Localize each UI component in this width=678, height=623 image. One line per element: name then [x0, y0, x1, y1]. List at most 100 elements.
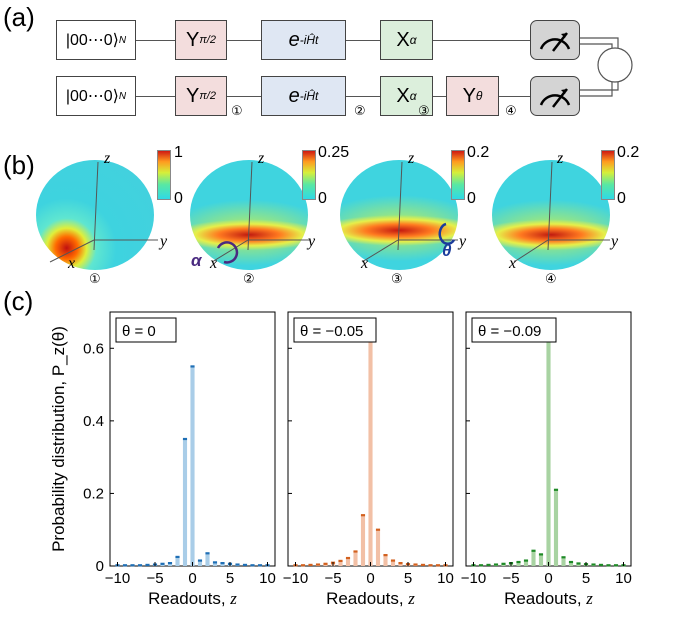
chart-2-bar [368, 326, 373, 566]
sphere2-step-label: ② [243, 272, 255, 287]
init-state-1: |00⋯0⟩ N [56, 20, 136, 60]
chart-3-xtick-label: 5 [582, 570, 590, 587]
colorbar-2-max: 0.25 [318, 144, 350, 161]
sphere2-y-label: y [308, 233, 316, 250]
chart-2-bar [375, 529, 381, 566]
chart-2-xtick-label: 0 [366, 570, 374, 587]
colorbar-2-min: 0 [318, 190, 327, 207]
sphere4-x-label: x [509, 255, 517, 272]
chart-2-xtick-label: 5 [404, 570, 412, 587]
chart-2-xlabel: Readouts, z [326, 589, 415, 608]
classical-lines [578, 37, 633, 97]
chart-1-bar [175, 556, 180, 566]
chart-3-xtick-label: −10 [461, 570, 486, 587]
chart-2-bar [338, 560, 343, 566]
chart-2-xtick-label: −10 [283, 570, 308, 587]
chart-3-xtick-label: 10 [615, 570, 632, 587]
sphere4-y-label: y [611, 233, 619, 250]
colorbar-3 [451, 150, 465, 200]
sphere1-x-label: x [68, 255, 76, 272]
theta-rotation-arrow [438, 222, 456, 245]
chart-1-bar [190, 366, 195, 566]
chart-3-bar [561, 557, 566, 566]
init-state-2: |00⋯0⟩ N [56, 76, 136, 116]
chart-3-bar [576, 563, 581, 566]
bloch-axes-overlay [49, 161, 610, 264]
chart-2-bar [390, 560, 396, 566]
gate-evolution-2: e -iĤt [261, 76, 346, 116]
step-marker-3: ③ [418, 104, 430, 119]
colorbar-1-max: 1 [174, 144, 183, 161]
chart-3-legend-box [471, 317, 557, 343]
chart-2-bar [398, 563, 403, 566]
sphere2-z-label: z [258, 150, 265, 167]
probability-charts: −10 −5 0 5 10 0 0.2 0.4 0.6 Readouts, z θ = 0 −10 −5… [49, 311, 632, 608]
chart-3-xtick-label: −5 [502, 570, 519, 587]
chart-1-bar [197, 560, 203, 566]
chart-3-bar [531, 550, 536, 566]
step-marker-2: ② [354, 104, 366, 119]
chart-2-legend-box [293, 317, 377, 343]
chart-1-xlabel: Readouts, z [148, 589, 237, 608]
chart-1-bar [167, 563, 173, 566]
panel-label-a: (a) [3, 2, 35, 32]
chart-2-xtick-label: −5 [324, 570, 341, 587]
colorbar-1-min: 0 [174, 190, 183, 207]
chart-2-bar [353, 551, 358, 566]
chart-2-xtick-label: 10 [437, 570, 454, 587]
chart-1-xtick-label: 0 [188, 570, 196, 587]
chart-1-ytick-label: 0.4 [83, 413, 104, 430]
bloch-sphere-2 [190, 160, 308, 270]
chart-2-legend: θ = −0.05 [300, 323, 363, 340]
chart-1-ytick-label: 0 [96, 558, 104, 575]
chart-3-bar [538, 554, 544, 566]
chart-1-ytick-label: 0.6 [83, 340, 104, 357]
chart-3-xlabel: Readouts, z [504, 589, 593, 608]
sphere3-step-label: ③ [391, 272, 403, 287]
y-axis-label: Probability distribution, P_z(θ) [49, 326, 68, 552]
colorbar-4 [601, 150, 615, 200]
sphere3-y-label: y [459, 233, 467, 250]
alpha-label: α [191, 251, 202, 270]
chart-2-bar [383, 555, 388, 566]
measurement-meter-1 [530, 20, 580, 60]
sphere2-x-label: x [210, 255, 218, 272]
sphere4-step-label: ④ [545, 272, 557, 287]
bloch-sphere-1 [36, 160, 154, 270]
panel-label-c: (c) [3, 286, 34, 316]
chart-3-xtick-label: 0 [544, 570, 552, 587]
step-marker-4: ④ [505, 104, 517, 119]
colorbar-2 [302, 150, 316, 200]
bloch-sphere-3 [340, 160, 458, 270]
colorbar-3-min: 0 [467, 190, 476, 207]
sphere3-x-label: x [361, 255, 369, 272]
chart-1-bar [212, 562, 218, 566]
chart-1-bar [220, 563, 225, 566]
chart-1-ytick-label: 0.2 [83, 485, 104, 502]
colorbar-1 [157, 150, 171, 200]
chart-1-xtick-label: 5 [226, 570, 234, 587]
colorbar-4-min: 0 [617, 190, 626, 207]
gate-evolution-1: e -iĤt [261, 20, 346, 60]
colorbar-3-max: 0.2 [467, 144, 490, 161]
chart-2-bar [345, 558, 351, 566]
chart-2-bar [360, 515, 366, 566]
chart-1-legend: θ = 0 [122, 323, 156, 340]
chart-1-xtick-label: −10 [105, 570, 130, 587]
sphere1-z-label: z [104, 150, 111, 167]
measurement-meter-2 [530, 76, 580, 116]
chart-3-legend: θ = −0.09 [478, 323, 541, 340]
step-marker-1: ① [231, 104, 243, 119]
chart-1-bar [205, 553, 210, 566]
sphere4-z-label: z [557, 150, 564, 167]
sphere3-z-label: z [408, 150, 415, 167]
chart-3-bar [546, 333, 551, 566]
chart-3-bar [516, 562, 521, 566]
chart-1-bar [182, 439, 188, 566]
chart-3-bar [523, 560, 529, 566]
chart-1-xtick-label: 10 [259, 570, 276, 587]
chart-1-legend-box [115, 317, 177, 343]
